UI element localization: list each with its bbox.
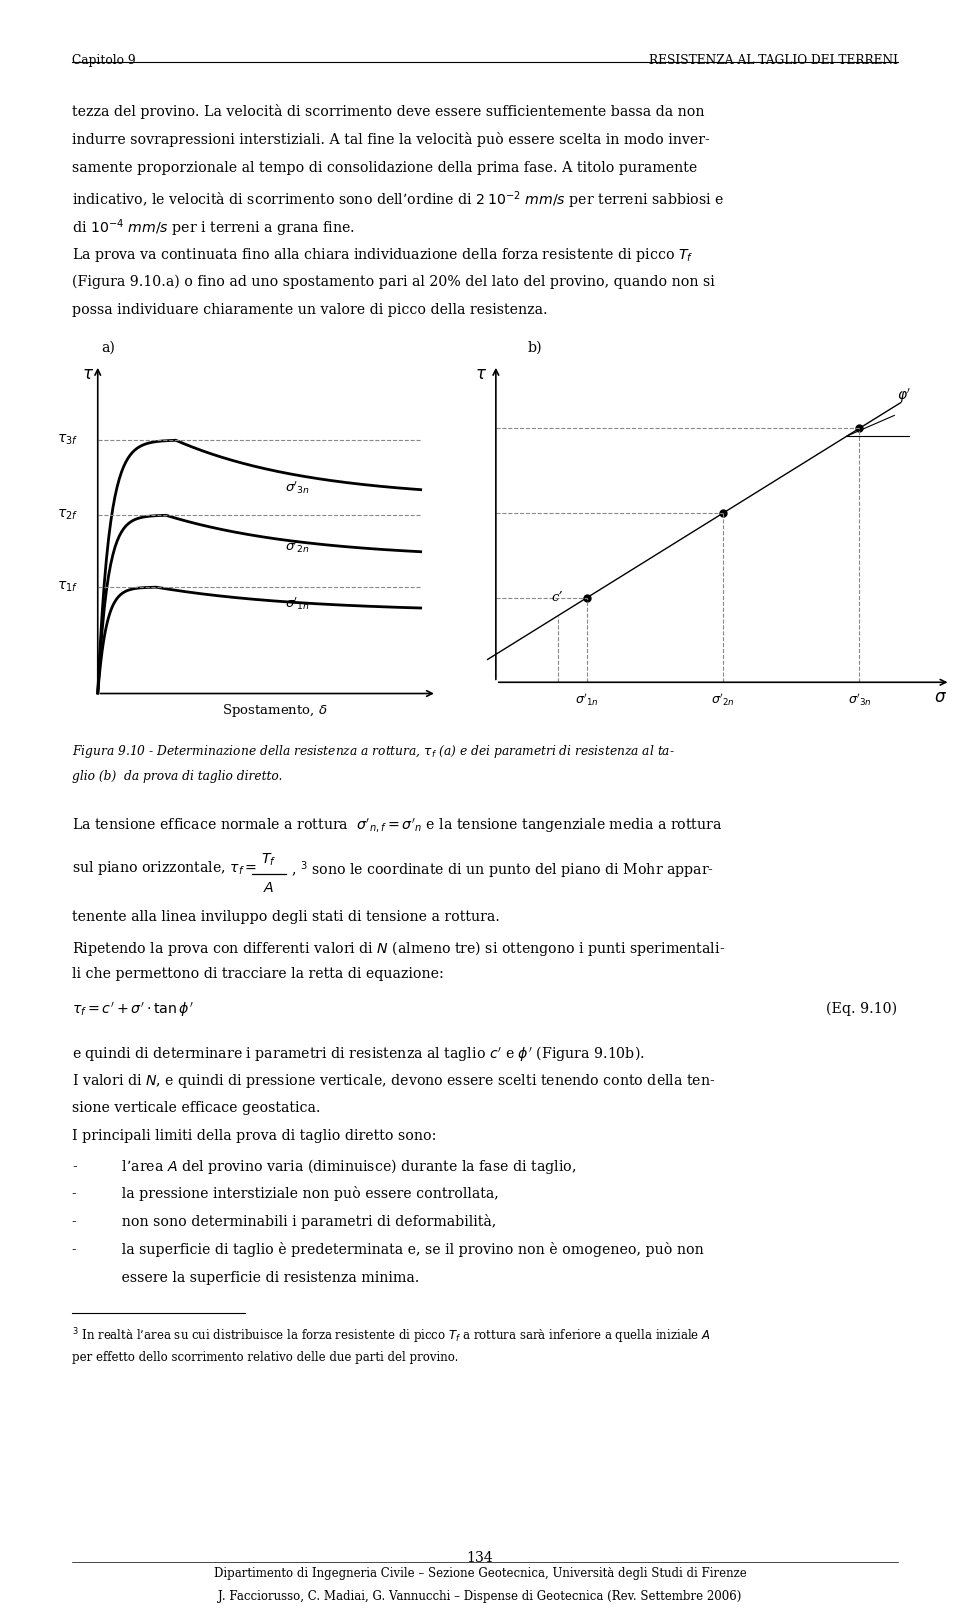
Text: (Figura 9.10.a) o fino ad uno spostamento pari al 20% del lato del provino, quan: (Figura 9.10.a) o fino ad uno spostament… (72, 274, 715, 289)
Text: J. Facciorusso, C. Madiai, G. Vannucchi – Dispense di Geotecnica (Rev. Settembre: J. Facciorusso, C. Madiai, G. Vannucchi … (218, 1590, 742, 1603)
Text: RESISTENZA AL TAGLIO DEI TERRENI: RESISTENZA AL TAGLIO DEI TERRENI (649, 54, 898, 67)
Text: $\varphi'$: $\varphi'$ (897, 386, 911, 406)
Text: glio (b)  da prova di taglio diretto.: glio (b) da prova di taglio diretto. (72, 770, 282, 783)
Text: -          la superficie di taglio è predeterminata e, se il provino non è omoge: - la superficie di taglio è predetermina… (72, 1242, 704, 1257)
Text: , $^3$ sono le coordinate di un punto del piano di Mohr appar-: , $^3$ sono le coordinate di un punto de… (291, 860, 714, 881)
Text: $\sigma'_{3n}$: $\sigma'_{3n}$ (848, 691, 872, 707)
Text: di $10^{-4}$ $mm/s$ per i terreni a grana fine.: di $10^{-4}$ $mm/s$ per i terreni a gran… (72, 217, 355, 238)
Text: La tensione efficace normale a rottura  $\sigma'_{n,f}= \sigma'_n$ e la tensione: La tensione efficace normale a rottura $… (72, 816, 723, 835)
Text: $T_f$: $T_f$ (261, 852, 276, 868)
Text: indicativo, le velocità di scorrimento sono dell’ordine di $2\,10^{-2}$ $mm/s$ p: indicativo, le velocità di scorrimento s… (72, 188, 724, 211)
Text: b): b) (528, 341, 542, 355)
Text: La prova va continuata fino alla chiara individuazione della forza resistente di: La prova va continuata fino alla chiara … (72, 245, 693, 264)
Text: $^3$ In realtà l’area su cui distribuisce la forza resistente di picco $T_f$ a r: $^3$ In realtà l’area su cui distribuisc… (72, 1327, 710, 1346)
Text: indurre sovrapressioni interstiziali. A tal fine la velocità può essere scelta i: indurre sovrapressioni interstiziali. A … (72, 131, 709, 148)
Text: essere la superficie di resistenza minima.: essere la superficie di resistenza minim… (72, 1270, 420, 1285)
Text: I valori di $N$, e quindi di pressione verticale, devono essere scelti tenendo c: I valori di $N$, e quindi di pressione v… (72, 1072, 715, 1090)
Text: (Eq. 9.10): (Eq. 9.10) (827, 1001, 898, 1015)
Text: $\sigma'_{2n}$: $\sigma'_{2n}$ (711, 691, 735, 707)
Text: -          la pressione interstiziale non può essere controllata,: - la pressione interstiziale non può ess… (72, 1186, 499, 1200)
Text: $\sigma'_{2n}$: $\sigma'_{2n}$ (285, 539, 310, 555)
Text: a): a) (101, 341, 114, 355)
Text: sione verticale efficace geostatica.: sione verticale efficace geostatica. (72, 1100, 321, 1114)
Text: Spostamento, $\delta$: Spostamento, $\delta$ (223, 702, 328, 719)
Text: $\tau_{2f}$: $\tau_{2f}$ (58, 508, 79, 522)
Text: tezza del provino. La velocità di scorrimento deve essere sufficientemente bassa: tezza del provino. La velocità di scorri… (72, 104, 705, 118)
Text: li che permettono di tracciare la retta di equazione:: li che permettono di tracciare la retta … (72, 967, 444, 981)
Text: c’: c’ (552, 590, 564, 603)
Text: -          non sono determinabili i parametri di deformabilità,: - non sono determinabili i parametri di … (72, 1213, 496, 1229)
Text: Ripetendo la prova con differenti valori di $N$ (almeno tre) si ottengono i punt: Ripetendo la prova con differenti valori… (72, 939, 725, 957)
Text: $\sigma$: $\sigma$ (934, 689, 947, 706)
Text: $A$: $A$ (263, 881, 275, 895)
Text: $\tau_{1f}$: $\tau_{1f}$ (58, 581, 79, 594)
Text: $\sigma'_{1n}$: $\sigma'_{1n}$ (575, 691, 599, 707)
Text: Dipartimento di Ingegneria Civile – Sezione Geotecnica, Università degli Studi d: Dipartimento di Ingegneria Civile – Sezi… (214, 1567, 746, 1580)
Text: sul piano orizzontale, $\tau_f =$: sul piano orizzontale, $\tau_f =$ (72, 860, 261, 878)
Text: -          l’area $A$ del provino varia (diminuisce) durante la fase di taglio,: - l’area $A$ del provino varia (diminuis… (72, 1156, 576, 1176)
Text: $\tau$: $\tau$ (82, 367, 94, 383)
Text: Capitolo 9: Capitolo 9 (72, 54, 135, 67)
Text: samente proporzionale al tempo di consolidazione della prima fase. A titolo pura: samente proporzionale al tempo di consol… (72, 161, 697, 175)
Text: tenente alla linea inviluppo degli stati di tensione a rottura.: tenente alla linea inviluppo degli stati… (72, 910, 500, 925)
Text: possa individuare chiaramente un valore di picco della resistenza.: possa individuare chiaramente un valore … (72, 302, 547, 316)
Text: I principali limiti della prova di taglio diretto sono:: I principali limiti della prova di tagli… (72, 1129, 437, 1144)
Text: $\sigma'_{1n}$: $\sigma'_{1n}$ (285, 595, 310, 611)
Text: $\tau$: $\tau$ (475, 365, 488, 383)
Text: 134: 134 (467, 1551, 493, 1565)
Text: per effetto dello scorrimento relativo delle due parti del provino.: per effetto dello scorrimento relativo d… (72, 1351, 458, 1364)
Text: $\sigma'_{3n}$: $\sigma'_{3n}$ (285, 478, 310, 496)
Text: Figura 9.10 - Determinazione della resistenza a rottura, $\tau_f$ (a) e dei para: Figura 9.10 - Determinazione della resis… (72, 743, 675, 759)
Text: $\tau_{3f}$: $\tau_{3f}$ (58, 433, 79, 448)
Text: $\tau_f = c'+\sigma'\cdot \tan \phi'$: $\tau_f = c'+\sigma'\cdot \tan \phi'$ (72, 1001, 194, 1019)
Text: e quindi di determinare i parametri di resistenza al taglio $c'$ e $\phi'$ (Figu: e quindi di determinare i parametri di r… (72, 1043, 645, 1062)
